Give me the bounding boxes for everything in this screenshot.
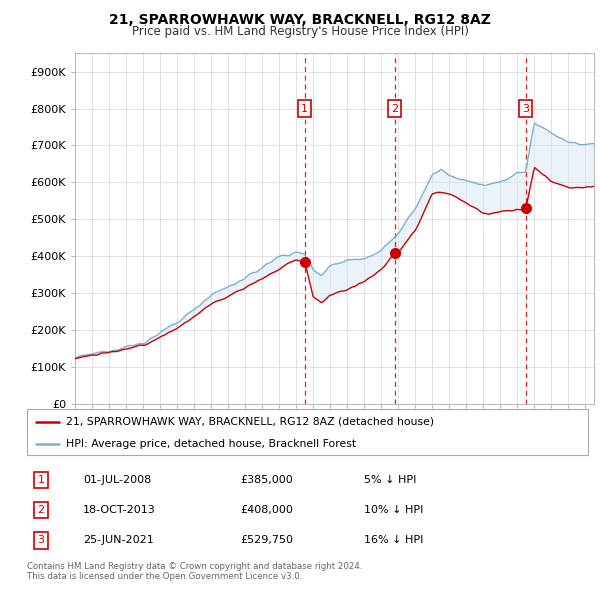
- Text: 01-JUL-2008: 01-JUL-2008: [83, 476, 151, 485]
- Text: 18-OCT-2013: 18-OCT-2013: [83, 506, 156, 515]
- Text: 16% ↓ HPI: 16% ↓ HPI: [364, 536, 423, 545]
- Text: 2: 2: [391, 103, 398, 113]
- Text: Price paid vs. HM Land Registry's House Price Index (HPI): Price paid vs. HM Land Registry's House …: [131, 25, 469, 38]
- Text: 1: 1: [301, 103, 308, 113]
- Text: 3: 3: [522, 103, 529, 113]
- Text: 1: 1: [38, 476, 44, 485]
- Text: This data is licensed under the Open Government Licence v3.0.: This data is licensed under the Open Gov…: [27, 572, 302, 581]
- Text: 25-JUN-2021: 25-JUN-2021: [83, 536, 154, 545]
- Text: 5% ↓ HPI: 5% ↓ HPI: [364, 476, 416, 485]
- Text: 21, SPARROWHAWK WAY, BRACKNELL, RG12 8AZ (detached house): 21, SPARROWHAWK WAY, BRACKNELL, RG12 8AZ…: [66, 417, 434, 427]
- Text: 2: 2: [37, 506, 44, 515]
- Text: 21, SPARROWHAWK WAY, BRACKNELL, RG12 8AZ: 21, SPARROWHAWK WAY, BRACKNELL, RG12 8AZ: [109, 13, 491, 27]
- Text: £408,000: £408,000: [240, 506, 293, 515]
- Text: £529,750: £529,750: [240, 536, 293, 545]
- Text: Contains HM Land Registry data © Crown copyright and database right 2024.: Contains HM Land Registry data © Crown c…: [27, 562, 362, 571]
- Text: 3: 3: [38, 536, 44, 545]
- Text: HPI: Average price, detached house, Bracknell Forest: HPI: Average price, detached house, Brac…: [66, 439, 356, 449]
- Text: £385,000: £385,000: [240, 476, 293, 485]
- Text: 10% ↓ HPI: 10% ↓ HPI: [364, 506, 423, 515]
